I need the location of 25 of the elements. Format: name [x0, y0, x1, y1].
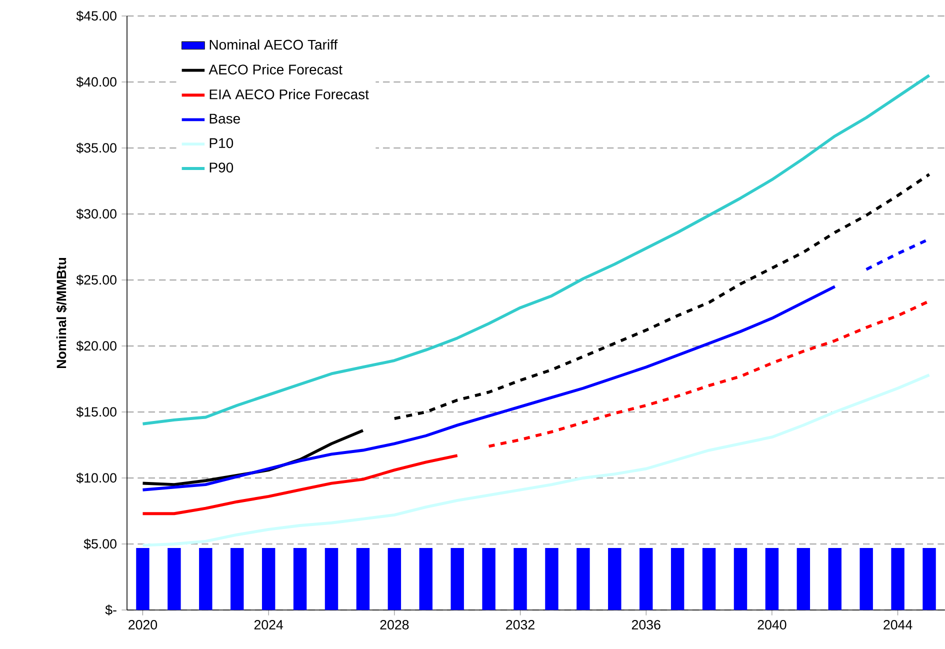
y-tick-label: $20.00: [76, 340, 116, 352]
legend-label: Base: [210, 114, 240, 124]
x-tick-label: 2024: [254, 620, 284, 630]
x-tick-label: 2036: [632, 620, 660, 630]
legend-label: EIA AECO Price Forecast: [210, 89, 369, 100]
x-tick-label: 2028: [380, 620, 409, 630]
x-tick-label: 2032: [506, 620, 534, 630]
y-axis-title: Nominal $/MMBtu: [56, 258, 68, 368]
y-tick-label: $25.00: [76, 274, 116, 286]
x-tick-label: 2044: [884, 620, 912, 630]
y-tick-label: $30.00: [76, 208, 116, 220]
legend-label: P10: [210, 138, 234, 148]
y-tick-label: $-: [105, 604, 116, 616]
y-tick-label: $40.00: [76, 76, 116, 88]
y-tick-label: $10.00: [76, 472, 116, 484]
x-tick-label: 2040: [758, 620, 786, 630]
line-series: [141, 454, 459, 516]
y-tick-label: $15.00: [76, 406, 116, 418]
legend-label: Nominal AECO Tariff: [210, 39, 338, 50]
y-tick-label: $5.00: [84, 538, 116, 550]
legend-label: P90: [210, 162, 234, 173]
y-tick-label: $35.00: [76, 142, 116, 154]
legend-label: AECO Price Forecast: [208, 64, 342, 75]
x-tick-label: 2020: [128, 620, 158, 630]
y-tick-label: $45.00: [76, 10, 116, 22]
